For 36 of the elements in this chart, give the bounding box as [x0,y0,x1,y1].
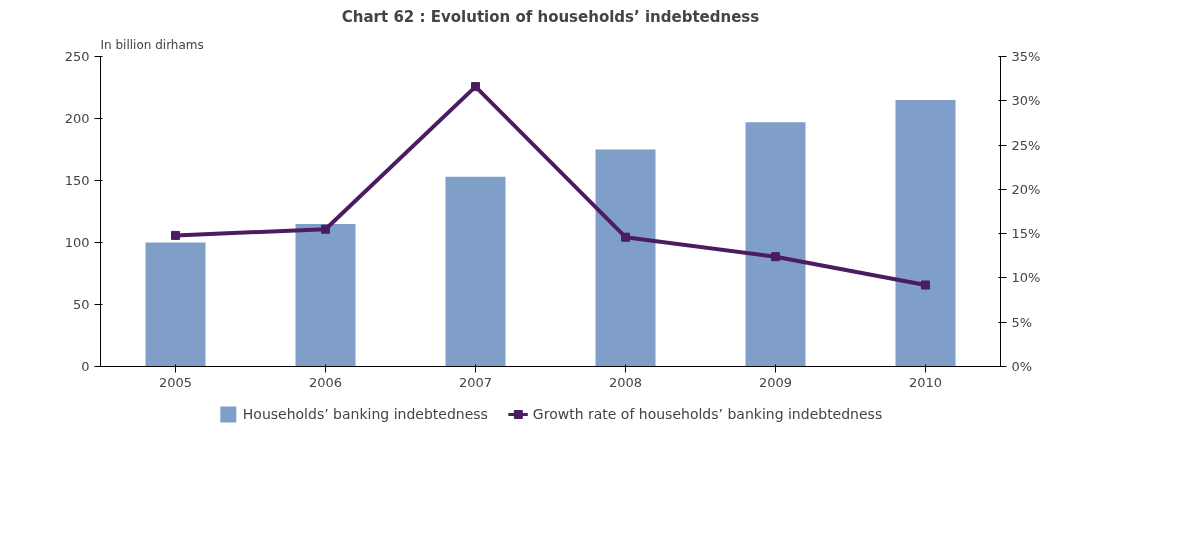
chart-title: Chart 62 : Evolution of households’ indebtedness [341,7,760,26]
point [321,224,330,234]
bar [745,122,806,367]
bar [595,149,656,367]
y-tick-label: 50 [72,297,90,312]
y2-tick-label: 10% [1011,270,1041,286]
y-tick-label: 150 [64,173,90,188]
y2-tick-label: 5% [1011,314,1033,330]
bar [445,176,506,367]
bar [145,242,206,367]
x-tick-label: 2007 [458,374,493,390]
y2-tick-label: 15% [1011,226,1041,242]
point [921,280,930,290]
y-axis-title: In billion dirhams [100,37,204,52]
y2-tick-label: 0% [1011,359,1033,374]
point [771,252,780,262]
x-tick-label: 2008 [608,374,643,390]
y-tick-label: 200 [64,111,90,126]
point [471,82,480,92]
legend-label: Households’ banking indebtedness [242,406,488,422]
y-tick-label: 0 [81,359,90,374]
x-tick-label: 2005 [158,374,193,390]
point [621,232,630,242]
y2-tick-label: 20% [1011,181,1041,197]
y2-tick-label: 30% [1011,93,1041,109]
y-tick-label: 250 [64,49,90,64]
point [171,230,180,240]
y2-tick-label: 35% [1011,49,1041,64]
legend-label: Growth rate of households’ banking indebtedness [532,406,883,422]
bar [895,99,956,367]
y2-tick-label: 25% [1011,137,1041,153]
x-tick-label: 2006 [308,374,343,390]
x-tick-label: 2010 [908,374,943,390]
x-tick-label: 2009 [758,374,793,390]
y-tick-label: 100 [64,235,90,250]
bar [295,223,356,367]
